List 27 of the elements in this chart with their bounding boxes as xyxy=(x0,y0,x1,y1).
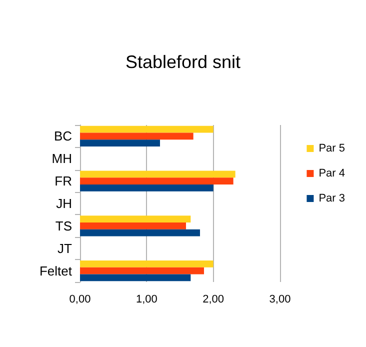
y-tick-label: Feltet xyxy=(39,263,72,278)
x-tick-label: 2,00 xyxy=(202,294,224,306)
x-tick-label: 0,00 xyxy=(69,294,91,306)
bar xyxy=(80,216,191,222)
y-tick-label: BC xyxy=(54,128,72,144)
bar xyxy=(80,229,200,236)
y-tick-label: JT xyxy=(58,240,72,256)
legend-label: Par 3 xyxy=(318,192,346,204)
bar xyxy=(80,184,214,192)
bar xyxy=(80,274,191,282)
y-tick-label: MH xyxy=(52,151,72,166)
bar xyxy=(80,222,186,230)
y-tick-label: TS xyxy=(55,218,72,234)
bar xyxy=(80,267,204,274)
bar xyxy=(80,140,160,147)
x-tick-label: 1,00 xyxy=(136,294,158,306)
bar xyxy=(80,126,214,133)
bar xyxy=(80,260,214,268)
chart-title: Stableford snit xyxy=(125,52,241,72)
bar xyxy=(80,170,236,178)
bar xyxy=(80,178,234,185)
legend-label: Par 5 xyxy=(318,142,346,154)
y-tick-label: JH xyxy=(56,196,72,211)
y-tick-label: FR xyxy=(54,174,72,189)
x-tick-label: 3,00 xyxy=(269,294,291,306)
legend-label: Par 4 xyxy=(318,168,346,180)
bar xyxy=(80,132,194,140)
